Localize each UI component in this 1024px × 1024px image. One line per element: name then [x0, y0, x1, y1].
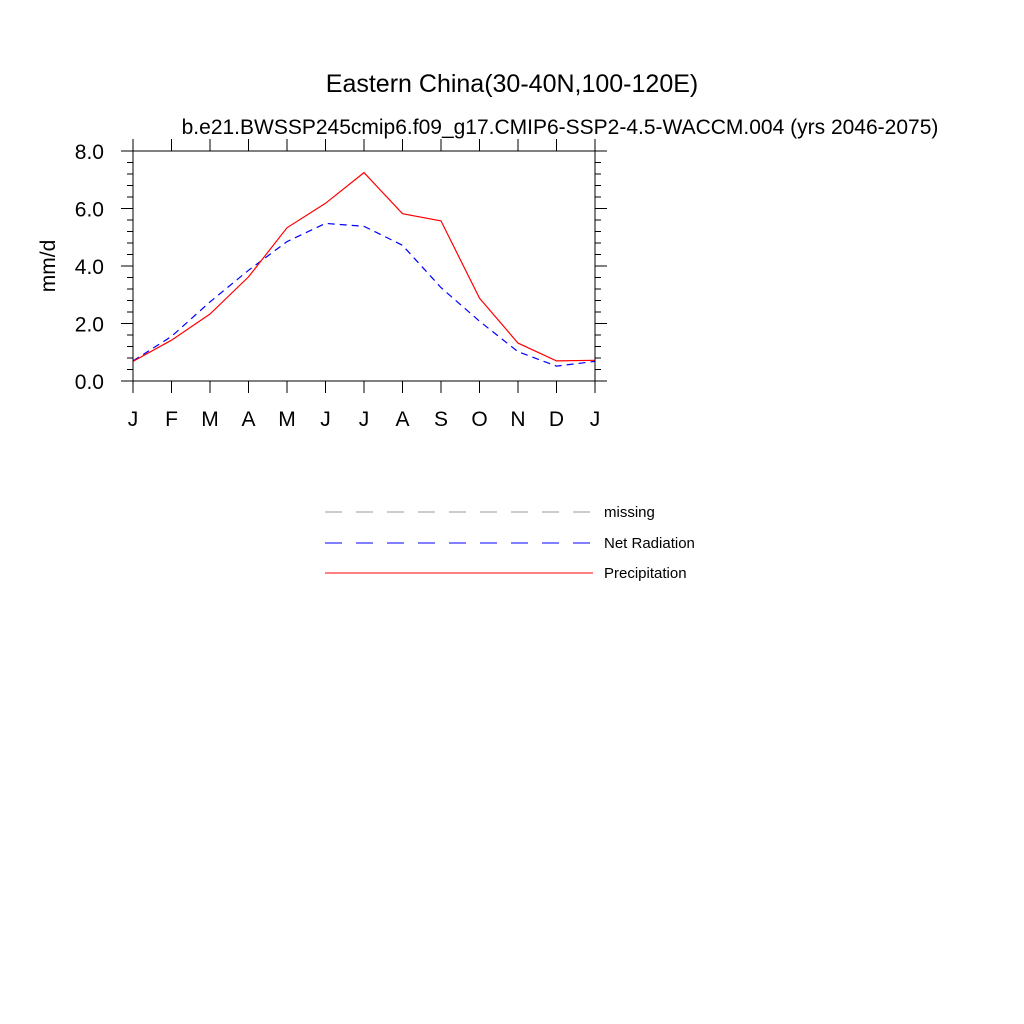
x-tick-label: N [510, 408, 525, 431]
legend-label-net-radiation: Net Radiation [604, 535, 695, 552]
y-tick-label: 6.0 [75, 199, 104, 222]
y-ticks: 0.0 2.0 4.0 6.0 8.0 [75, 141, 607, 394]
legend-label-missing: missing [604, 504, 655, 521]
series-line-precipitation [132, 171, 596, 362]
x-tick-label: D [549, 408, 564, 431]
x-tick-label: A [395, 408, 409, 431]
x-tick-label: J [128, 408, 139, 431]
x-tick-label: M [201, 408, 219, 431]
x-tick-label: A [241, 408, 255, 431]
x-tick-label: J [590, 408, 601, 431]
legend-label-precipitation: Precipitation [604, 565, 687, 582]
y-tick-label: 4.0 [75, 256, 104, 279]
y-axis-label: mm/d [37, 240, 60, 293]
chart-subtitle: b.e21.BWSSP245cmip6.f09_g17.CMIP6-SSP2-4… [182, 116, 939, 139]
series-layer [132, 171, 596, 367]
y-tick-label: 8.0 [75, 141, 104, 164]
y-tick-label: 2.0 [75, 314, 104, 337]
x-tick-label: J [359, 408, 370, 431]
chart-title: Eastern China(30-40N,100-120E) [326, 70, 698, 98]
series-line-net-radiation [132, 222, 596, 367]
x-tick-label: O [471, 408, 487, 431]
y-tick-label: 0.0 [75, 371, 104, 394]
x-tick-label: S [434, 408, 448, 431]
legend: missing Net Radiation Precipitation [325, 504, 695, 582]
x-tick-label: F [165, 408, 178, 431]
plot-frame [132, 150, 596, 382]
x-tick-label: J [320, 408, 331, 431]
x-tick-label: M [278, 408, 296, 431]
